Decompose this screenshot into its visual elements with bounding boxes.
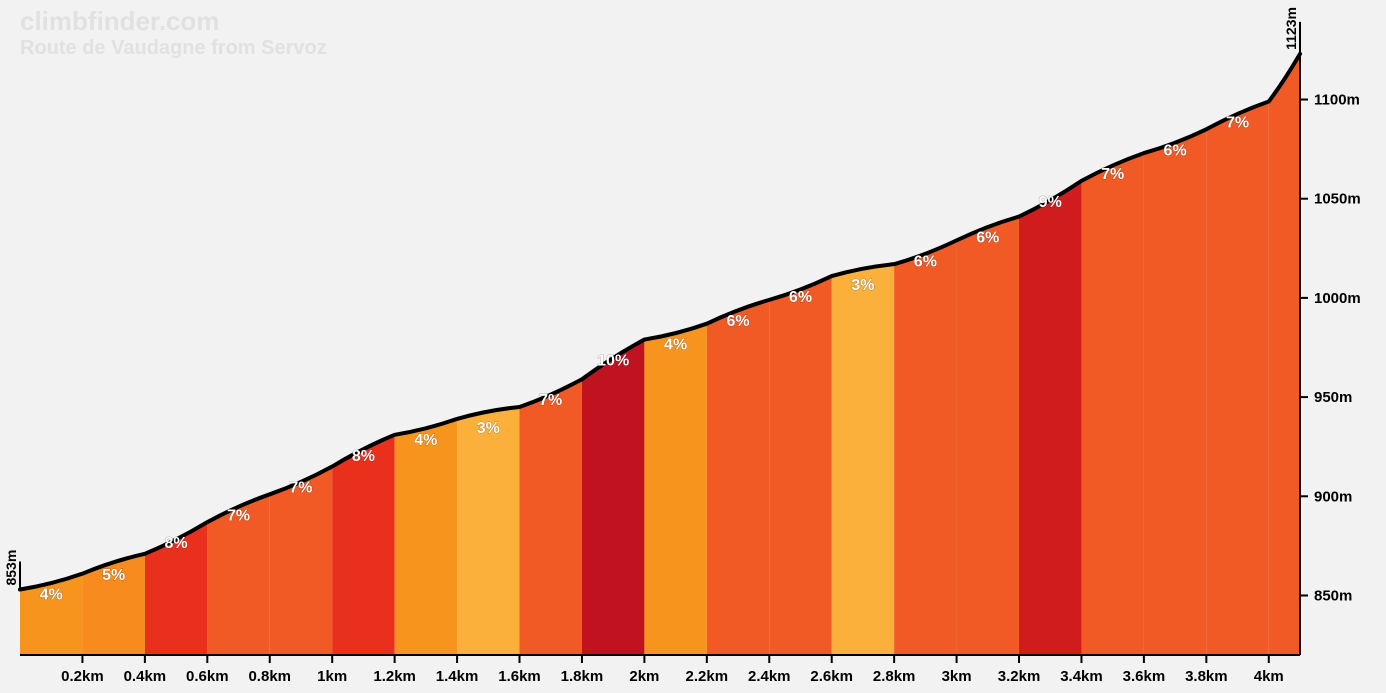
gradient-label: 3% <box>851 277 874 294</box>
x-tick-label: 0.6km <box>186 668 229 685</box>
x-tick-label: 0.8km <box>248 668 291 685</box>
gradient-label: 8% <box>352 448 375 465</box>
gradient-label: 9% <box>1039 194 1062 211</box>
gradient-segment <box>769 276 831 655</box>
x-tick-label: 1.8km <box>561 668 604 685</box>
gradient-segment <box>395 419 457 655</box>
x-tick-label: 3.6km <box>1123 668 1166 685</box>
gradient-label: 7% <box>1226 115 1249 132</box>
x-tick-label: 3.4km <box>1060 668 1103 685</box>
gradient-segment <box>457 407 519 655</box>
gradient-label: 6% <box>1164 142 1187 159</box>
gradient-label: 5% <box>102 567 125 584</box>
end-elevation-label: 1123m <box>1283 7 1299 50</box>
chart-svg: climbfinder.comRoute de Vaudagne from Se… <box>0 0 1386 693</box>
gradient-segment <box>1019 181 1081 655</box>
gradient-segment <box>707 300 769 655</box>
y-tick-label: 1100m <box>1314 92 1360 109</box>
gradient-label: 4% <box>414 432 437 449</box>
gradient-label: 8% <box>165 535 188 552</box>
gradient-label: 7% <box>227 507 250 524</box>
gradient-segment <box>957 217 1019 655</box>
gradient-label: 7% <box>289 480 312 497</box>
x-tick-label: 0.2km <box>61 668 104 685</box>
gradient-segment <box>894 240 956 655</box>
x-tick-label: 4km <box>1254 668 1284 685</box>
x-tick-label: 1.4km <box>436 668 479 685</box>
x-tick-label: 2km <box>629 668 659 685</box>
start-elevation-label: 853m <box>3 550 19 586</box>
y-tick-label: 950m <box>1314 389 1352 406</box>
gradient-label: 6% <box>726 313 749 330</box>
x-tick-label: 3.2km <box>998 668 1041 685</box>
gradient-label: 7% <box>539 392 562 409</box>
y-tick-label: 1000m <box>1314 290 1361 307</box>
gradient-segment <box>1269 54 1300 655</box>
gradient-segment <box>520 379 582 655</box>
elevation-chart: climbfinder.comRoute de Vaudagne from Se… <box>0 0 1386 693</box>
x-tick-label: 1.6km <box>498 668 541 685</box>
y-tick-label: 900m <box>1314 488 1352 505</box>
x-tick-label: 3km <box>942 668 972 685</box>
x-tick-label: 3.8km <box>1185 668 1228 685</box>
gradient-segment <box>644 324 706 655</box>
gradient-label: 7% <box>1101 166 1124 183</box>
watermark-title: climbfinder.com <box>20 6 219 36</box>
y-tick-label: 850m <box>1314 587 1352 604</box>
x-tick-label: 1.2km <box>373 668 416 685</box>
y-tick-label: 1050m <box>1314 191 1361 208</box>
x-tick-label: 2.6km <box>810 668 853 685</box>
gradient-segment <box>1206 102 1268 656</box>
gradient-label: 4% <box>664 337 687 354</box>
x-tick-label: 2.2km <box>686 668 729 685</box>
gradient-segment <box>1081 153 1143 655</box>
x-tick-label: 1km <box>317 668 347 685</box>
gradient-segment <box>1144 129 1206 655</box>
gradient-segment <box>832 264 894 655</box>
gradient-label: 6% <box>789 289 812 306</box>
gradient-label: 3% <box>477 420 500 437</box>
watermark-subtitle: Route de Vaudagne from Servoz <box>20 37 327 59</box>
x-tick-label: 0.4km <box>124 668 167 685</box>
gradient-segment <box>582 340 644 655</box>
x-tick-label: 2.4km <box>748 668 791 685</box>
gradient-label: 6% <box>914 253 937 270</box>
gradient-segment <box>332 435 394 655</box>
gradient-label: 4% <box>40 587 63 604</box>
gradient-label: 10% <box>597 353 629 370</box>
gradient-label: 6% <box>976 230 999 247</box>
x-tick-label: 2.8km <box>873 668 916 685</box>
